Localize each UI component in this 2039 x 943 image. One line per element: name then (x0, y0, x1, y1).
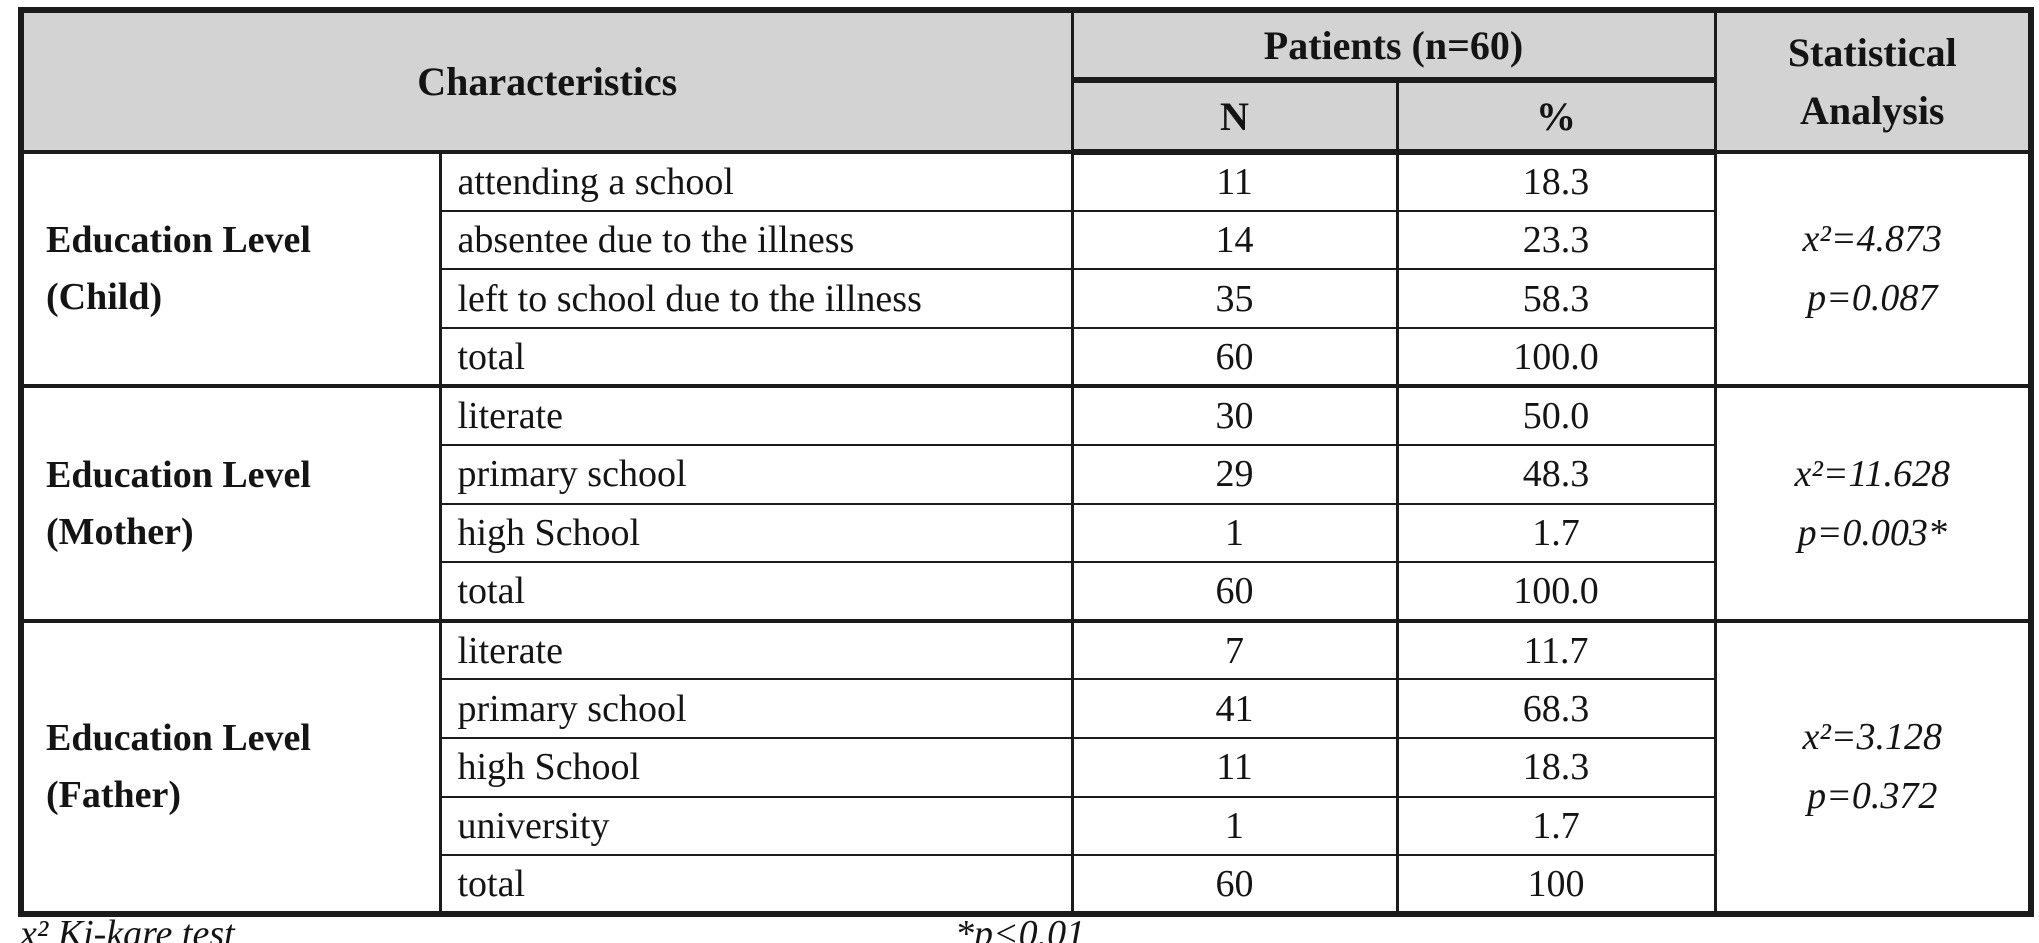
group-label-line2: (Child) (46, 276, 163, 319)
characteristic-cell: primary school (438, 444, 1074, 505)
characteristic-cell: high School (438, 737, 1074, 798)
table-row: left to school due to the illness 35 58.… (21, 268, 2031, 329)
n-cell: 11 (1070, 737, 1399, 798)
table-row: absentee due to the illness 14 23.3 (21, 209, 2031, 271)
pct-cell: 100 (1395, 854, 1717, 915)
header-row-2: N % (21, 78, 2031, 155)
n-cell: 60 (1070, 326, 1399, 388)
footnote-significance: *p<0.01 (955, 913, 1086, 943)
header-percent: % (1395, 78, 1717, 155)
group-label-father: Education Level (Father) (19, 618, 442, 916)
characteristic-cell: total (438, 854, 1074, 915)
characteristic-cell: literate (438, 618, 1074, 681)
group-label-line2: (Father) (46, 773, 182, 816)
table-row: total 60 100.0 (21, 561, 2031, 622)
characteristic-cell: university (438, 795, 1074, 857)
table-row: high School 1 1.7 (21, 502, 2031, 564)
group-label-mother: Education Level (Mother) (19, 384, 442, 622)
characteristic-cell: attending a school (438, 150, 1074, 212)
chi-square-value: x²=11.628 (1794, 452, 1951, 495)
table-row: primary school 29 48.3 (21, 444, 2031, 505)
group-label-line1: Education Level (46, 716, 311, 759)
n-cell: 60 (1070, 561, 1399, 622)
group-label-line2: (Mother) (46, 510, 194, 553)
table-row: Education Level (Child) attending a scho… (19, 149, 2033, 388)
p-value: p=0.087 (1807, 277, 1938, 320)
characteristic-cell: total (438, 561, 1074, 622)
table-row: Education Level (Mother) literate 30 50.… (19, 384, 2033, 622)
pct-cell: 18.3 (1395, 737, 1717, 798)
header-stat-line2: Analysis (1800, 87, 1945, 133)
table-row: total 60 100.0 (21, 326, 2031, 388)
group-label-line1: Education Level (46, 453, 311, 496)
n-cell: 11 (1070, 150, 1399, 212)
pct-cell: 48.3 (1395, 444, 1717, 505)
header-n: N (1070, 78, 1399, 155)
pct-cell: 11.7 (1395, 618, 1717, 681)
header-row-1: Characteristics Patients (n=60) Statisti… (19, 8, 2033, 154)
n-cell: 1 (1070, 795, 1399, 857)
table-row: total 60 100 (21, 854, 2031, 915)
footnote-chi-square-test: x² Ki-kare test (20, 913, 235, 943)
characteristic-cell: literate (438, 384, 1074, 447)
characteristic-cell: left to school due to the illness (438, 268, 1074, 329)
pct-cell: 1.7 (1395, 795, 1717, 857)
p-value: p=0.372 (1807, 774, 1938, 817)
p-value: p=0.003* (1797, 511, 1947, 554)
pct-cell: 58.3 (1395, 268, 1717, 329)
stat-analysis-mother: x²=11.628 p=0.003* (1713, 384, 2033, 622)
characteristic-cell: primary school (438, 678, 1074, 740)
n-cell: 35 (1070, 268, 1399, 329)
table-row: primary school 41 68.3 (21, 678, 2031, 740)
education-level-table: Characteristics Patients (n=60) Statisti… (18, 7, 2034, 917)
stat-analysis-father: x²=3.128 p=0.372 (1713, 618, 2033, 916)
n-cell: 30 (1070, 384, 1399, 447)
chi-square-value: x²=3.128 (1802, 716, 1942, 759)
n-cell: 29 (1070, 444, 1399, 505)
n-cell: 14 (1070, 209, 1399, 271)
characteristic-cell: high School (438, 502, 1074, 564)
pct-cell: 18.3 (1395, 150, 1717, 212)
pct-cell: 100.0 (1395, 561, 1717, 622)
pct-cell: 1.7 (1395, 502, 1717, 564)
header-statistical-analysis: Statistical Analysis (1713, 8, 2033, 154)
pct-cell: 68.3 (1395, 678, 1717, 740)
pct-cell: 100.0 (1395, 326, 1717, 388)
pct-cell: 50.0 (1395, 384, 1717, 447)
stat-analysis-child: x²=4.873 p=0.087 (1713, 149, 2033, 388)
header-characteristics: Characteristics (19, 8, 1074, 154)
header-stat-line1: Statistical (1787, 29, 1957, 75)
group-label-child: Education Level (Child) (19, 149, 442, 388)
n-cell: 1 (1070, 502, 1399, 564)
n-cell: 7 (1070, 618, 1399, 681)
chi-square-value: x²=4.873 (1802, 218, 1942, 261)
table-row: university 1 1.7 (21, 795, 2031, 857)
n-cell: 60 (1070, 854, 1399, 915)
characteristic-cell: absentee due to the illness (438, 209, 1074, 271)
header-patients: Patients (n=60) (1070, 8, 1717, 83)
pct-cell: 23.3 (1395, 209, 1717, 271)
group-label-line1: Education Level (46, 219, 311, 262)
table-row: high School 11 18.3 (21, 737, 2031, 798)
n-cell: 41 (1070, 678, 1399, 740)
table-row: Education Level (Father) literate 7 11.7… (19, 618, 2033, 916)
characteristic-cell: total (438, 326, 1074, 388)
